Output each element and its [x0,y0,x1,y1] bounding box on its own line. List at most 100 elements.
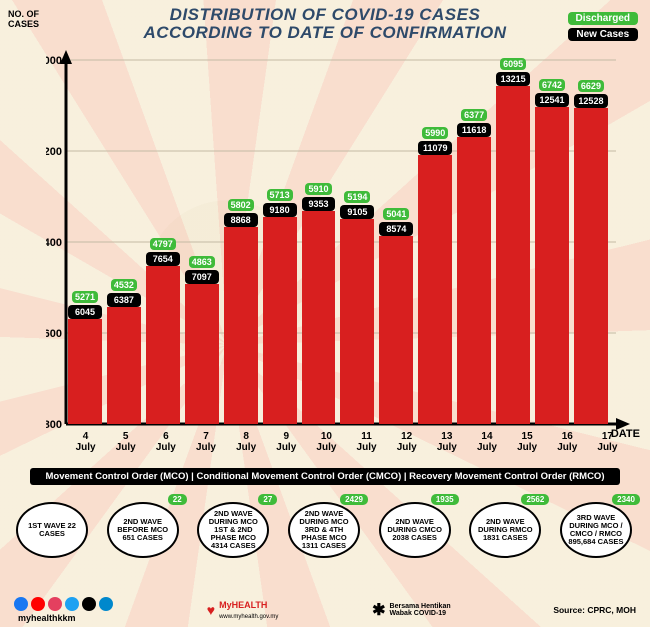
svg-text:14000: 14000 [46,55,62,67]
x-tick: 12July [389,432,424,453]
x-tick: 13July [429,432,464,453]
bar-15-july: 6095 13215 [496,58,530,424]
x-tick: 10July [309,432,344,453]
wave-tag: 1935 [431,494,459,505]
x-tick-labels: 4July5July6July7July8July9July10July11Ju… [46,432,630,453]
heart-icon: ♥ [207,602,215,618]
burst-icon: ✱ [372,600,385,620]
wave-circle: 1ST WAVE 22 CASES [16,502,88,558]
newcases-badge: 9353 [302,197,336,211]
x-tick: 7July [188,432,223,453]
wave-tag: 2340 [612,494,640,505]
svg-text:5600: 5600 [46,328,62,340]
svg-text:2800: 2800 [46,419,62,430]
bar-rect [146,266,180,424]
bar-rect [224,227,258,424]
discharged-badge: 6377 [461,109,487,121]
wave-tag: 2429 [340,494,368,505]
source-label: Source: CPRC, MOH [553,605,636,615]
discharged-badge: 5910 [305,183,331,195]
y-axis-label: NO. OFCASES [8,10,39,30]
title-line-1: DISTRIBUTION OF COVID-19 CASES [0,6,650,24]
social-icon[interactable] [48,597,62,611]
social-icon[interactable] [82,597,96,611]
brand-myhealth-url: www.myhealth.gov.my [219,614,278,620]
svg-text:8400: 8400 [46,237,62,249]
bar-9-july: 57139180 [263,189,297,424]
bar-7-july: 4863 7097 [185,256,219,424]
bar-rect [379,236,413,424]
discharged-badge: 4863 [189,256,215,268]
wave-item: 24292ND WAVE DURING MCO 3RD & 4TH PHASE … [282,490,368,560]
wave-item: 272ND WAVE DURING MCO 1ST & 2ND PHASE MC… [191,490,277,560]
bar-rect [496,86,530,424]
bar-rect [107,307,141,424]
x-tick: 5July [108,432,143,453]
bar-5-july: 4532 6387 [107,279,141,424]
bar-11-july: 51949105 [340,191,374,424]
discharged-badge: 5802 [228,199,254,211]
wave-tag: 2562 [521,494,549,505]
discharged-badge: 6629 [578,80,604,92]
wave-circle: 2ND WAVE BEFORE MCO 651 CASES [107,502,179,558]
wave-circle: 3RD WAVE DURING MCO / CMCO / RMCO 895,68… [560,502,632,558]
newcases-badge: 8574 [379,222,413,236]
wave-circle: 2ND WAVE DURING MCO 3RD & 4TH PHASE MCO … [288,502,360,558]
bar-rect [68,319,102,424]
discharged-badge: 6742 [539,79,565,91]
newcases-badge: 8868 [224,213,258,227]
x-tick: 15July [510,432,545,453]
wave-circle: 2ND WAVE DURING RMCO 1831 CASES [469,502,541,558]
wave-tag: 27 [258,494,277,505]
legend-discharged: Discharged [568,12,638,25]
social-icon[interactable] [65,597,79,611]
bar-13-july: 5990 11079 [418,127,452,424]
bar-rect [185,284,219,424]
bar-rect [418,155,452,424]
bar-12-july: 50418574 [379,208,413,424]
social-handle: myhealthkkm [18,613,76,623]
discharged-badge: 5271 [72,291,98,303]
discharged-badge: 5713 [267,189,293,201]
brand-myhealth: ♥ MyHEALTH www.myhealth.gov.my [207,600,279,620]
wave-summary-row: 1ST WAVE 22 CASES222ND WAVE BEFORE MCO 6… [10,490,640,560]
x-tick: 9July [269,432,304,453]
wave-circle: 2ND WAVE DURING CMCO 2038 CASES [379,502,451,558]
bars-container: 5271604545326387479776544863709758028868… [68,60,608,424]
brand-bersama: ✱ Bersama Hentikan Wabak COVID-19 [372,600,459,620]
bar-16-july: 674212541 [535,79,569,424]
discharged-badge: 4797 [150,238,176,250]
wave-tag: 22 [168,494,187,505]
x-tick: 11July [349,432,384,453]
chart-header: DISTRIBUTION OF COVID-19 CASES ACCORDING… [0,6,650,42]
discharged-badge: 5194 [344,191,370,203]
newcases-badge: 6387 [107,293,141,307]
social-icon[interactable] [99,597,113,611]
bar-10-july: 5910 9353 [302,183,336,424]
bar-rect [263,217,297,424]
legend-newcases: New Cases [568,28,638,41]
wave-item: 19352ND WAVE DURING CMCO 2038 CASES [373,490,459,560]
bar-6-july: 47977654 [146,238,180,424]
social-icon[interactable] [31,597,45,611]
discharged-badge: 4532 [111,279,137,291]
brand-bersama-label: Bersama Hentikan Wabak COVID-19 [390,603,460,617]
x-tick: 8July [229,432,264,453]
wave-item: 25622ND WAVE DURING RMCO 1831 CASES [463,490,549,560]
social-icon[interactable] [14,597,28,611]
bar-8-july: 5802 8868 [224,199,258,424]
social-icons [14,597,113,611]
bar-rect [457,137,491,424]
title-line-2: ACCORDING TO DATE OF CONFIRMATION [0,24,650,42]
discharged-badge: 6095 [500,58,526,70]
y-ticks: 2800560084001120014000 [46,55,62,430]
newcases-badge: 11618 [457,123,491,137]
newcases-badge: 12528 [574,94,608,108]
newcases-badge: 7097 [185,270,219,284]
newcases-badge: 11079 [418,141,452,155]
wave-item: 222ND WAVE BEFORE MCO 651 CASES [101,490,187,560]
discharged-badge: 5990 [422,127,448,139]
bar-rect [302,211,336,424]
newcases-badge: 13215 [496,72,530,86]
chart-title: DISTRIBUTION OF COVID-19 CASES ACCORDING… [0,6,650,42]
